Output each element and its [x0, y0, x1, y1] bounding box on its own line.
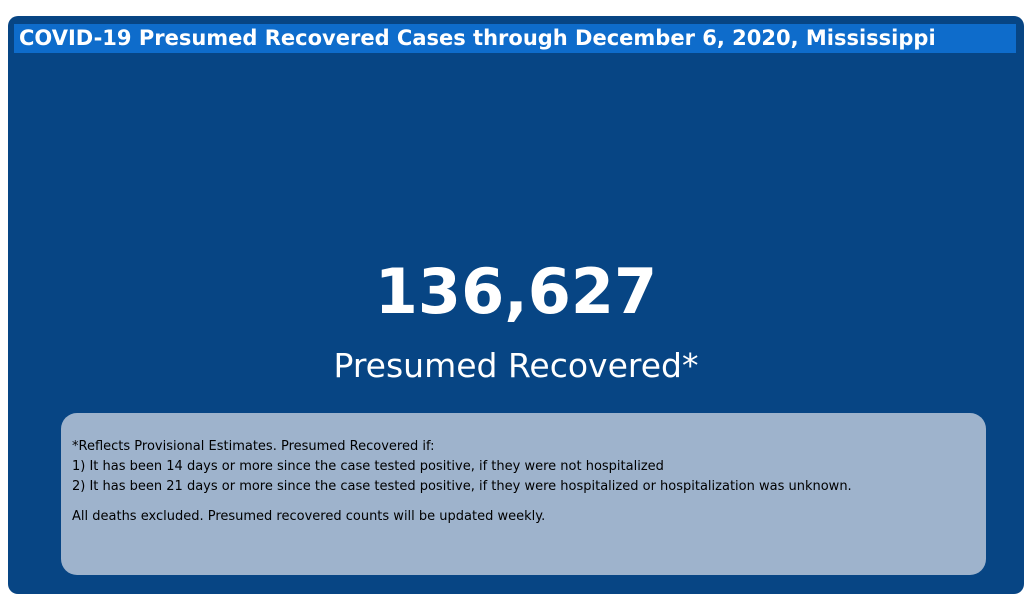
footnote-intro: *Reflects Provisional Estimates. Presume…: [72, 439, 435, 454]
page-title: COVID-19 Presumed Recovered Cases throug…: [14, 24, 1016, 53]
recovered-count: 136,627: [374, 255, 658, 328]
recovered-label: Presumed Recovered*: [333, 346, 699, 385]
footnote-criterion-2: 2) It has been 21 days or more since the…: [72, 479, 852, 494]
footnote-deaths-excluded: All deaths excluded. Presumed recovered …: [72, 509, 546, 524]
footnote-criterion-1: 1) It has been 14 days or more since the…: [72, 459, 664, 474]
footnote-box: *Reflects Provisional Estimates. Presume…: [61, 413, 986, 575]
dashboard-card: COVID-19 Presumed Recovered Cases throug…: [8, 16, 1024, 594]
